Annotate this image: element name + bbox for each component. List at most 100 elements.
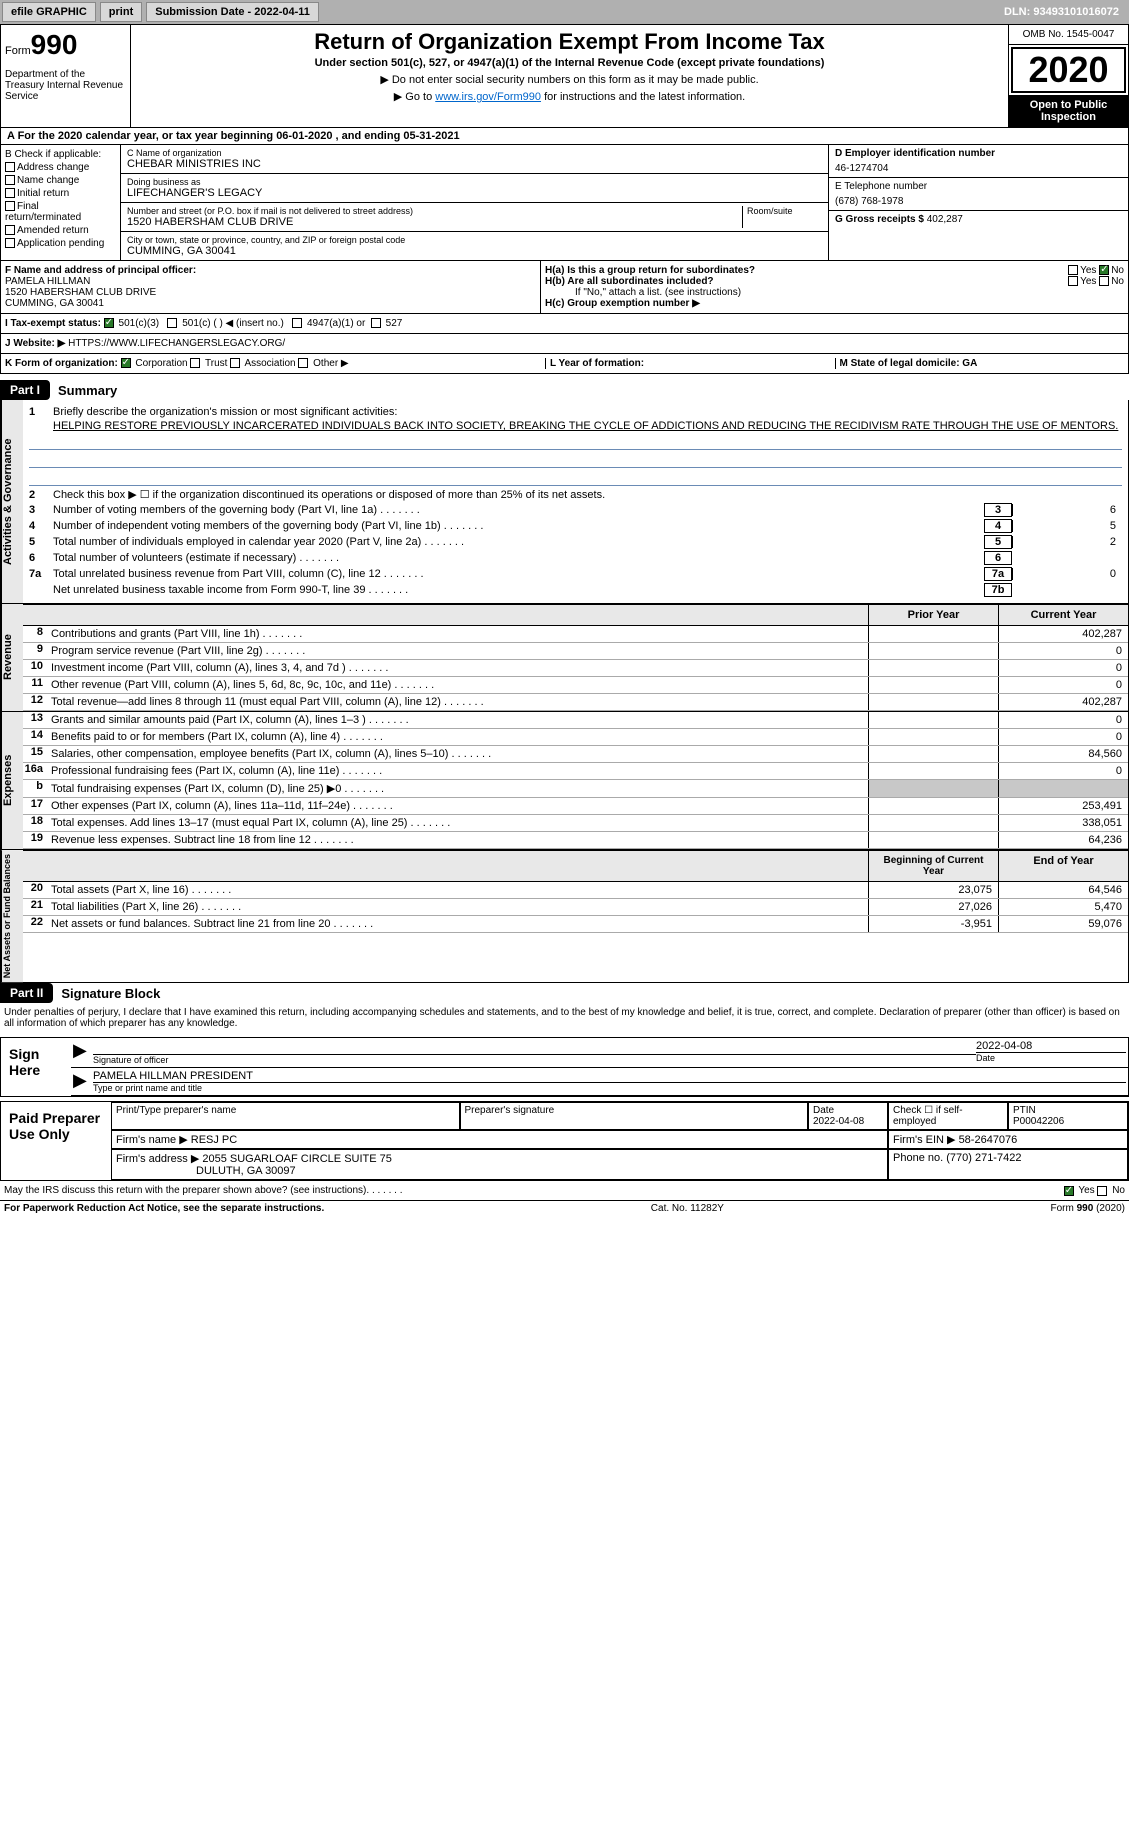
- domicile-label: M State of legal domicile: GA: [840, 358, 978, 369]
- submission-button[interactable]: Submission Date - 2022-04-11: [146, 2, 319, 22]
- ptin-value: P00042206: [1013, 1116, 1064, 1127]
- th-end: End of Year: [998, 851, 1128, 881]
- expense-line: 13Grants and similar amounts paid (Part …: [23, 712, 1128, 729]
- side-netassets: Net Assets or Fund Balances: [1, 850, 23, 982]
- check-address[interactable]: Address change: [5, 162, 116, 173]
- sign-here-label: Sign Here: [1, 1038, 71, 1096]
- gov-line: 5Total number of individuals employed in…: [29, 535, 1122, 549]
- check-pending[interactable]: Application pending: [5, 238, 116, 249]
- revenue-line: 8Contributions and grants (Part VIII, li…: [23, 626, 1128, 643]
- dln-label: DLN: 93493101016072: [1004, 6, 1127, 18]
- gov-line: 4Number of independent voting members of…: [29, 519, 1122, 533]
- side-revenue: Revenue: [1, 604, 23, 711]
- dba-value: LIFECHANGER'S LEGACY: [127, 187, 822, 199]
- footer: For Paperwork Reduction Act Notice, see …: [0, 1200, 1129, 1216]
- paid-preparer-block: Paid Preparer Use Only Print/Type prepar…: [0, 1101, 1129, 1181]
- part2-header: Part II Signature Block: [0, 983, 1129, 1003]
- check-final[interactable]: Final return/terminated: [5, 201, 116, 223]
- irs-link[interactable]: www.irs.gov/Form990: [435, 91, 541, 103]
- discuss-yes[interactable]: [1064, 1186, 1074, 1196]
- arrow-icon: ▶: [73, 1070, 93, 1093]
- officer-addr1: 1520 HABERSHAM CLUB DRIVE: [5, 287, 156, 298]
- ha-row: H(a) Is this a group return for subordin…: [545, 265, 1124, 276]
- dba-label: Doing business as: [127, 177, 822, 187]
- revenue-line: 11Other revenue (Part VIII, column (A), …: [23, 677, 1128, 694]
- section-j: J Website: ▶ HTTPS://WWW.LIFECHANGERSLEG…: [0, 334, 1129, 354]
- gov-line: 6Total number of volunteers (estimate if…: [29, 551, 1122, 565]
- check-name[interactable]: Name change: [5, 175, 116, 186]
- th-current: Current Year: [998, 605, 1128, 625]
- print-button[interactable]: print: [100, 2, 142, 22]
- addr-value: 1520 HABERSHAM CLUB DRIVE: [127, 216, 742, 228]
- governance-section: Activities & Governance 1Briefly describ…: [0, 400, 1129, 604]
- arrow-icon: ▶: [73, 1040, 93, 1065]
- org-name-label: C Name of organization: [127, 148, 822, 158]
- org-name: CHEBAR MINISTRIES INC: [127, 158, 822, 170]
- declaration-text: Under penalties of perjury, I declare th…: [0, 1003, 1129, 1033]
- gross-label: G Gross receipts $: [835, 214, 924, 225]
- firm-city: DULUTH, GA 30097: [196, 1165, 296, 1177]
- expense-line: 18Total expenses. Add lines 13–17 (must …: [23, 815, 1128, 832]
- revenue-line: 10Investment income (Part VIII, column (…: [23, 660, 1128, 677]
- mission-text: HELPING RESTORE PREVIOUSLY INCARCERATED …: [53, 420, 1122, 432]
- phone-value: (678) 768-1978: [835, 196, 1122, 207]
- line2-text: Check this box ▶ ☐ if the organization d…: [53, 488, 1122, 501]
- form-header: Form990 Department of the Treasury Inter…: [0, 24, 1129, 128]
- phone-label: E Telephone number: [835, 181, 1122, 192]
- form-footer: Form 990 (2020): [1051, 1203, 1125, 1214]
- ein-value: 46-1274704: [835, 163, 1122, 174]
- year-formation-label: L Year of formation:: [550, 358, 644, 369]
- prep-sig-label: Preparer's signature: [460, 1102, 809, 1130]
- check-527[interactable]: [371, 318, 381, 328]
- efile-button[interactable]: efile GRAPHIC: [2, 2, 96, 22]
- officer-addr2: CUMMING, GA 30041: [5, 298, 104, 309]
- note-ssn: ▶ Do not enter social security numbers o…: [135, 73, 1004, 86]
- expense-line: 19Revenue less expenses. Subtract line 1…: [23, 832, 1128, 849]
- sig-date: 2022-04-08: [976, 1040, 1126, 1052]
- officer-label: F Name and address of principal officer:: [5, 265, 196, 276]
- net-line: 22Net assets or fund balances. Subtract …: [23, 916, 1128, 933]
- note-link: ▶ Go to www.irs.gov/Form990 for instruct…: [135, 90, 1004, 103]
- mission-label: Briefly describe the organization's miss…: [53, 406, 1122, 418]
- net-line: 20Total assets (Part X, line 16)23,07564…: [23, 882, 1128, 899]
- check-501c3[interactable]: [104, 318, 114, 328]
- check-4947[interactable]: [292, 318, 302, 328]
- netassets-section: Net Assets or Fund Balances Beginning of…: [0, 850, 1129, 983]
- check-initial[interactable]: Initial return: [5, 188, 116, 199]
- check-assoc[interactable]: [230, 358, 240, 368]
- gross-value: 402,287: [927, 214, 963, 225]
- gov-line: 3Number of voting members of the governi…: [29, 503, 1122, 517]
- check-501c[interactable]: [167, 318, 177, 328]
- check-other[interactable]: [298, 358, 308, 368]
- discuss-no[interactable]: [1097, 1186, 1107, 1196]
- section-fh: F Name and address of principal officer:…: [0, 261, 1129, 314]
- th-begin: Beginning of Current Year: [868, 851, 998, 881]
- period-row: A For the 2020 calendar year, or tax yea…: [0, 128, 1129, 145]
- website-value: HTTPS://WWW.LIFECHANGERSLEGACY.ORG/: [68, 338, 285, 349]
- sign-here-block: Sign Here ▶ Signature of officer 2022-04…: [0, 1037, 1129, 1097]
- paperwork-notice: For Paperwork Reduction Act Notice, see …: [4, 1203, 324, 1214]
- check-self-employed[interactable]: Check ☐ if self-employed: [888, 1102, 1008, 1130]
- officer-name: PAMELA HILLMAN: [5, 276, 90, 287]
- part1-header: Part I Summary: [0, 380, 1129, 400]
- check-corp[interactable]: [121, 358, 131, 368]
- room-label: Room/suite: [747, 206, 822, 216]
- net-line: 21Total liabilities (Part X, line 26)27,…: [23, 899, 1128, 916]
- section-klm: K Form of organization: Corporation Trus…: [0, 354, 1129, 374]
- check-trust[interactable]: [190, 358, 200, 368]
- check-amended[interactable]: Amended return: [5, 225, 116, 236]
- gov-line: 7aTotal unrelated business revenue from …: [29, 567, 1122, 581]
- discuss-row: May the IRS discuss this return with the…: [0, 1181, 1129, 1200]
- form-subtitle: Under section 501(c), 527, or 4947(a)(1)…: [135, 57, 1004, 69]
- section-bcd: B Check if applicable: Address change Na…: [0, 145, 1129, 261]
- firm-name: RESJ PC: [191, 1134, 237, 1146]
- hb-row: H(b) Are all subordinates included? Yes …: [545, 276, 1124, 287]
- expense-line: 16aProfessional fundraising fees (Part I…: [23, 763, 1128, 780]
- th-prior: Prior Year: [868, 605, 998, 625]
- city-label: City or town, state or province, country…: [127, 235, 822, 245]
- side-governance: Activities & Governance: [1, 400, 23, 603]
- expenses-section: Expenses 13Grants and similar amounts pa…: [0, 712, 1129, 850]
- prep-phone: (770) 271-7422: [946, 1152, 1021, 1164]
- expense-line: bTotal fundraising expenses (Part IX, co…: [23, 780, 1128, 798]
- cat-number: Cat. No. 11282Y: [651, 1203, 724, 1214]
